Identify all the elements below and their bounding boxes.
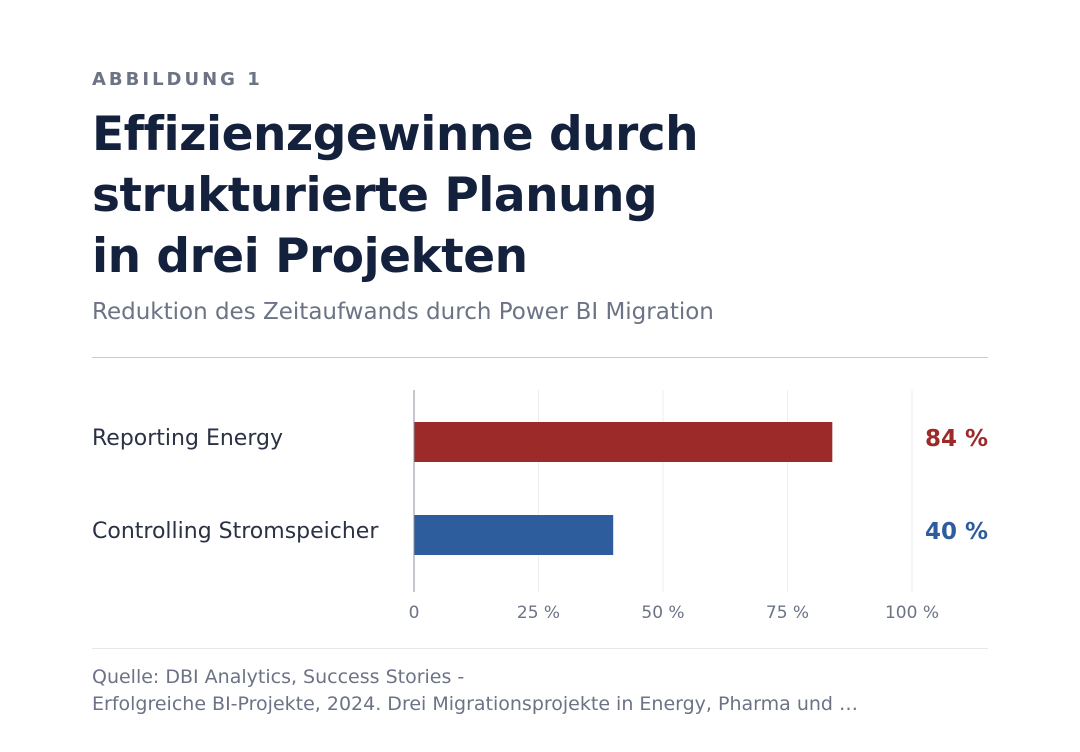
x-tick-label: 100 %: [885, 603, 939, 623]
source-line: Quelle: DBI Analytics, Success Stories -: [92, 666, 465, 688]
figure-eyebrow: ABBILDUNG 1: [92, 69, 263, 90]
x-tick-label: 50 %: [641, 603, 684, 623]
category-label-reporting-energy: Reporting Energy: [92, 426, 283, 451]
title-line: strukturierte Planung: [92, 168, 658, 223]
bar-controlling-stromspeicher: [414, 515, 614, 555]
x-tick-label: 75 %: [766, 603, 809, 623]
figure-subtitle: Reduktion des Zeitaufwands durch Power B…: [92, 299, 714, 325]
title-line: in drei Projekten: [92, 229, 528, 284]
source-line: Erfolgreiche BI-Projekte, 2024. Drei Mig…: [92, 693, 859, 715]
x-tick-label: 25 %: [517, 603, 560, 623]
category-label-controlling-stromspeicher: Controlling Stromspeicher: [92, 519, 379, 544]
value-label-reporting-energy: 84 %: [924, 426, 988, 452]
value-label-controlling-stromspeicher: 40 %: [924, 519, 988, 545]
title-divider: [92, 357, 988, 358]
x-tick-label: 0: [409, 603, 420, 623]
bar-reporting-energy: [414, 422, 833, 462]
title-line: Effizienzgewinne durch: [92, 107, 699, 162]
figure-title: Effizienzgewinne durch strukturierte Pla…: [92, 104, 812, 287]
source-note: Quelle: DBI Analytics, Success Stories -…: [92, 664, 988, 718]
source-divider: [92, 648, 988, 649]
